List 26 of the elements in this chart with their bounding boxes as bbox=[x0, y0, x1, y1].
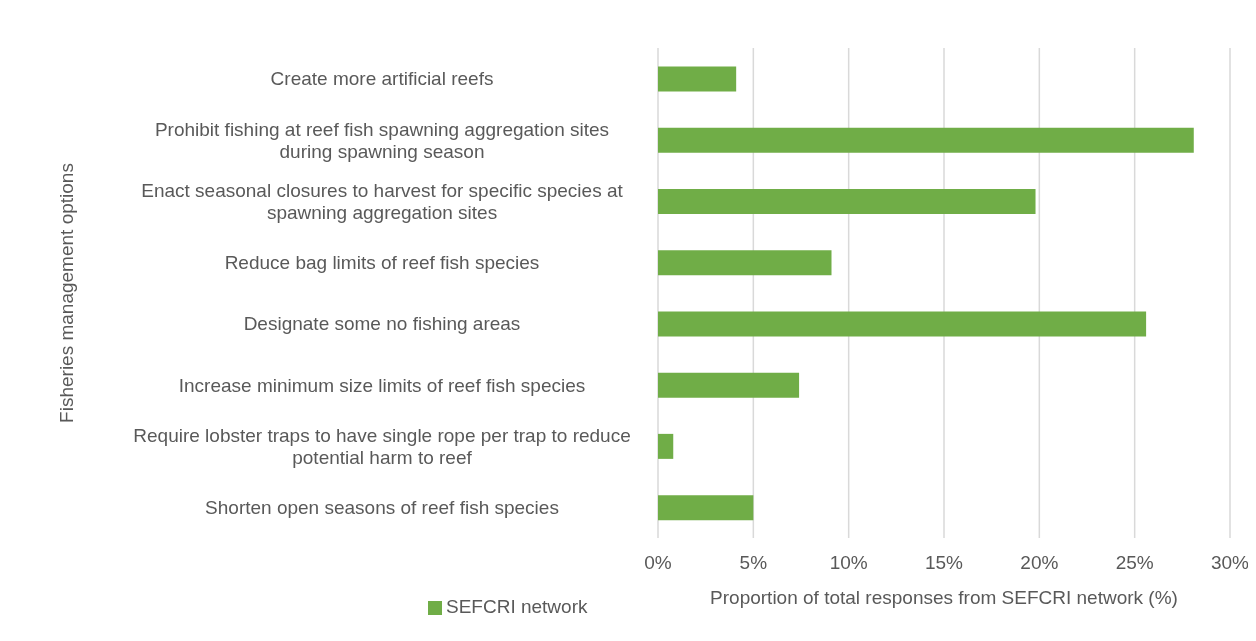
bar bbox=[658, 188, 1036, 214]
bar bbox=[658, 311, 1147, 337]
x-tick-label: 0% bbox=[644, 552, 672, 574]
x-tick-label: 20% bbox=[1020, 552, 1059, 574]
y-tick-label: Designate some no fishing areas bbox=[243, 313, 521, 335]
y-tick-label: Prohibit fishing at reef fish spawning aggregation sites during spawning season bbox=[154, 118, 610, 162]
bar bbox=[658, 250, 832, 276]
bar bbox=[658, 66, 737, 92]
x-tick-label: 5% bbox=[739, 552, 768, 574]
x-tick-label: 25% bbox=[1115, 552, 1154, 574]
x-tick-label: 30% bbox=[1210, 552, 1250, 574]
y-axis-title: Fisheries management options bbox=[55, 163, 77, 423]
bar bbox=[658, 495, 754, 521]
bar bbox=[658, 433, 674, 459]
legend-label: SEFCRI network bbox=[446, 596, 588, 617]
x-tick-label: 10% bbox=[829, 552, 868, 574]
y-tick-label: Create more artificial reefs bbox=[270, 68, 494, 90]
y-tick-label: Increase minimum size limits of reef fish species bbox=[178, 374, 586, 396]
bar bbox=[658, 372, 800, 398]
y-tick-label: Enact seasonal closures to harvest for specific species at spawning aggregation sites bbox=[141, 179, 624, 223]
x-axis-title: Proportion of total responses from SEFCRI network (%) bbox=[710, 587, 1178, 608]
y-tick-label: Reduce bag limits of reef fish species bbox=[224, 252, 540, 274]
y-tick-label: Require lobster traps to have single rope per trap to reduce potential harm to reef bbox=[133, 424, 631, 468]
bar bbox=[658, 127, 1194, 153]
y-tick-label: Shorten open seasons of reef fish species bbox=[205, 497, 559, 519]
x-tick-label: 15% bbox=[924, 552, 964, 574]
